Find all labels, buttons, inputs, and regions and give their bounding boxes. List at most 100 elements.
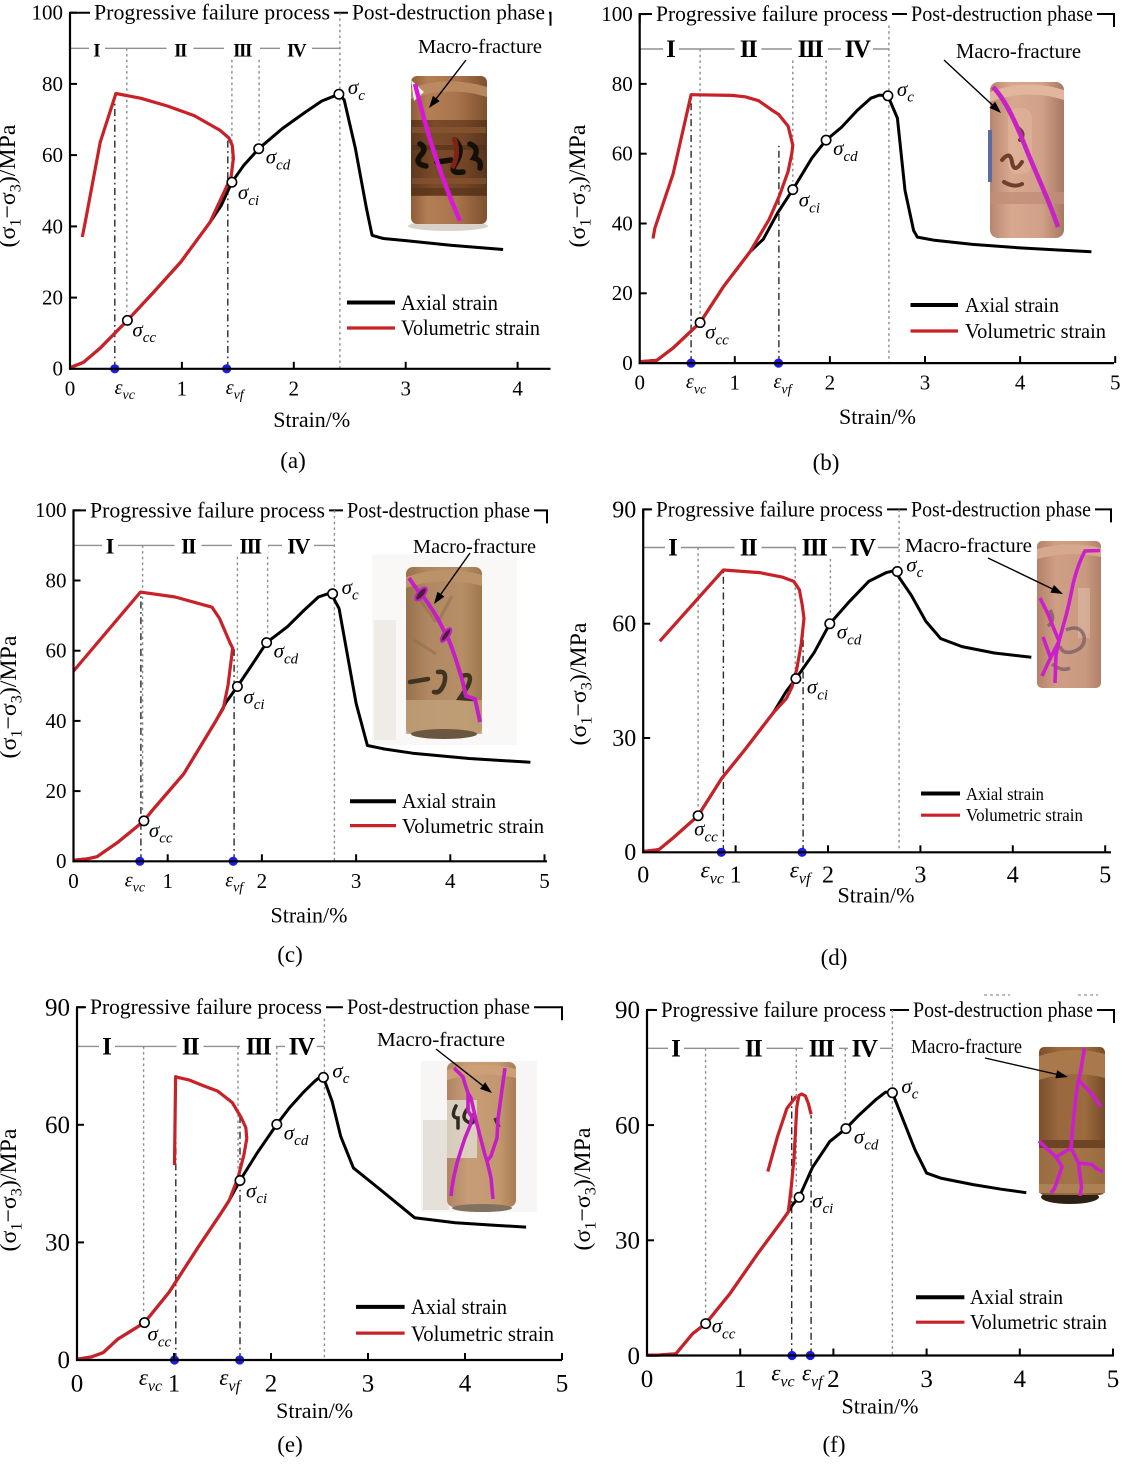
svg-text:Macro-fracture: Macro-fracture [413, 536, 536, 558]
svg-text:4: 4 [445, 869, 456, 893]
svg-text:3: 3 [920, 371, 931, 395]
svg-text:I: I [106, 533, 115, 558]
svg-text:II: II [740, 535, 757, 562]
svg-text:Progressive failure process: Progressive failure process [90, 497, 325, 522]
svg-text:40: 40 [46, 709, 67, 733]
svg-text:Volumetric strain: Volumetric strain [966, 805, 1083, 825]
svg-text:3: 3 [351, 869, 362, 893]
svg-text:III: III [239, 533, 261, 558]
svg-text:Strain/%: Strain/% [839, 404, 916, 429]
svg-text:2: 2 [827, 1366, 840, 1393]
svg-text:Strain/%: Strain/% [271, 902, 348, 927]
svg-text:(f): (f) [823, 1432, 846, 1457]
svg-text:II: II [740, 36, 757, 63]
svg-text:(e): (e) [277, 1432, 303, 1457]
svg-text:90: 90 [615, 997, 640, 1024]
svg-text:30: 30 [45, 1230, 70, 1257]
svg-text:IV: IV [845, 36, 871, 63]
svg-text:Post-destruction phase: Post-destruction phase [913, 997, 1093, 1022]
svg-text:0: 0 [58, 1347, 71, 1374]
svg-text:Axial strain: Axial strain [966, 784, 1044, 804]
svg-text:4: 4 [459, 1371, 472, 1398]
svg-text:60: 60 [45, 1112, 70, 1139]
svg-text:Macro-fracture: Macro-fracture [377, 1029, 505, 1051]
svg-text:III: III [802, 535, 827, 562]
svg-text:2: 2 [289, 376, 300, 400]
svg-text:2: 2 [265, 1371, 278, 1398]
svg-text:Post-destruction phase: Post-destruction phase [352, 0, 545, 25]
svg-text:II: II [174, 40, 187, 61]
svg-text:3: 3 [400, 376, 411, 400]
svg-text:1: 1 [162, 869, 173, 893]
svg-text:(a): (a) [280, 448, 306, 473]
svg-text:Macro-fracture: Macro-fracture [956, 39, 1081, 63]
svg-text:40: 40 [42, 214, 63, 238]
svg-text:60: 60 [615, 1112, 640, 1139]
svg-text:2: 2 [822, 863, 834, 889]
svg-text:Volumetric strain: Volumetric strain [965, 319, 1106, 343]
svg-text:1: 1 [730, 863, 742, 889]
svg-text:1: 1 [734, 1366, 747, 1393]
svg-text:Axial strain: Axial strain [401, 290, 498, 315]
svg-text:20: 20 [46, 779, 67, 803]
svg-text:Progressive failure process: Progressive failure process [656, 1, 888, 26]
svg-text:100: 100 [35, 498, 67, 522]
svg-text:I: I [93, 40, 100, 61]
svg-text:0: 0 [68, 869, 79, 893]
svg-text:1: 1 [177, 376, 188, 400]
svg-text:0: 0 [622, 351, 633, 375]
svg-text:Axial strain: Axial strain [970, 1285, 1063, 1309]
svg-text:III: III [809, 1035, 834, 1062]
svg-text:I: I [102, 1033, 112, 1060]
svg-text:4: 4 [512, 376, 523, 400]
svg-text:60: 60 [612, 142, 633, 166]
svg-text:20: 20 [42, 286, 63, 310]
svg-text:60: 60 [46, 639, 67, 663]
svg-text:Post-destruction phase: Post-destruction phase [911, 1, 1093, 26]
svg-text:Post-destruction phase: Post-destruction phase [347, 994, 530, 1019]
svg-text:0: 0 [71, 1371, 84, 1398]
svg-text:Strain/%: Strain/% [838, 882, 915, 907]
svg-text:4: 4 [1014, 1366, 1027, 1393]
svg-text:80: 80 [42, 72, 63, 96]
svg-text:I: I [671, 1035, 681, 1062]
svg-text:Axial strain: Axial strain [411, 1294, 507, 1319]
svg-text:80: 80 [612, 72, 633, 96]
svg-text:Progressive failure process: Progressive failure process [90, 994, 322, 1019]
svg-text:Volumetric strain: Volumetric strain [970, 1310, 1107, 1334]
svg-text:III: III [798, 36, 823, 63]
svg-text:Strain/%: Strain/% [842, 1394, 919, 1419]
svg-text:0: 0 [634, 371, 645, 395]
svg-text:2: 2 [257, 869, 268, 893]
svg-text:Volumetric strain: Volumetric strain [401, 315, 540, 340]
svg-text:100: 100 [32, 1, 64, 25]
svg-text:Progressive failure process: Progressive failure process [656, 496, 883, 521]
svg-text:I: I [668, 535, 678, 562]
svg-text:Axial strain: Axial strain [402, 789, 496, 813]
svg-text:Post-destruction phase: Post-destruction phase [911, 496, 1091, 521]
svg-text:(b): (b) [813, 450, 840, 475]
svg-text:30: 30 [615, 1228, 640, 1255]
svg-text:0: 0 [56, 849, 67, 873]
svg-text:90: 90 [612, 497, 636, 523]
svg-text:(c): (c) [277, 942, 303, 967]
svg-text:0: 0 [637, 863, 649, 889]
svg-text:Post-destruction phase: Post-destruction phase [347, 497, 530, 522]
svg-text:IV: IV [850, 535, 876, 562]
svg-text:5: 5 [1110, 371, 1121, 395]
svg-text:0: 0 [53, 357, 64, 381]
svg-text:Macro-fracture: Macro-fracture [911, 1036, 1022, 1058]
svg-text:5: 5 [539, 869, 550, 893]
svg-text:Progressive failure process: Progressive failure process [94, 0, 330, 25]
svg-text:1: 1 [730, 371, 741, 395]
svg-text:0: 0 [624, 840, 636, 866]
svg-text:60: 60 [612, 612, 636, 638]
svg-text:Strain/%: Strain/% [273, 407, 350, 432]
svg-text:20: 20 [612, 281, 633, 305]
svg-text:0: 0 [628, 1343, 641, 1370]
svg-text:90: 90 [45, 995, 70, 1022]
svg-text:(d): (d) [821, 945, 848, 970]
svg-text:Macro-fracture: Macro-fracture [418, 36, 542, 58]
svg-text:IV: IV [287, 533, 310, 558]
svg-text:80: 80 [46, 568, 67, 592]
